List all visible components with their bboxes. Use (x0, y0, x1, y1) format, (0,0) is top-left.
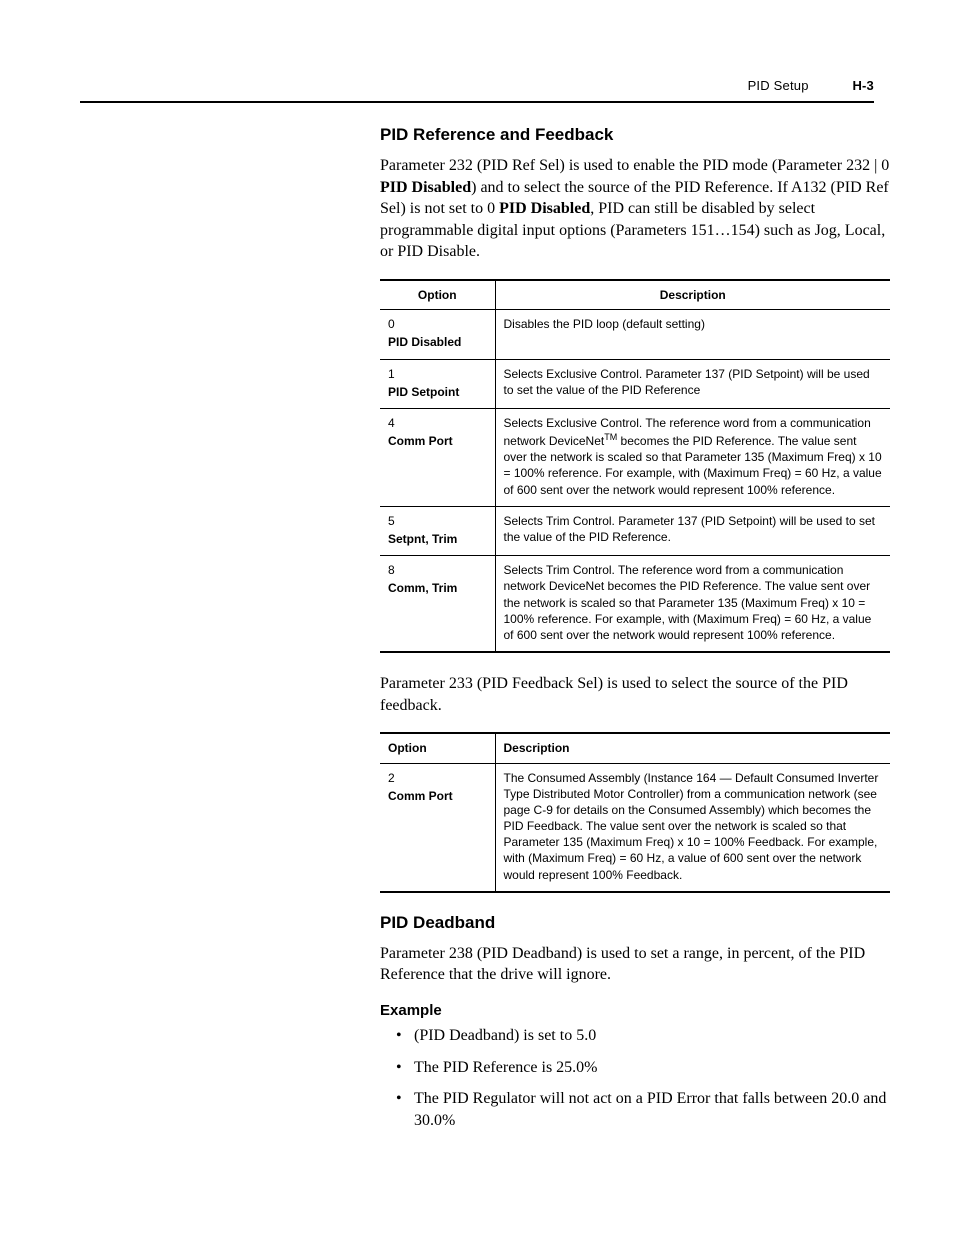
description-cell: Selects Exclusive Control. Parameter 137… (495, 359, 890, 408)
option-cell: 0 PID Disabled (380, 310, 495, 359)
list-item: The PID Regulator will not act on a PID … (388, 1088, 890, 1131)
option-number: 8 (388, 562, 487, 578)
table-row: 1 PID Setpoint Selects Exclusive Control… (380, 359, 890, 408)
option-number: 5 (388, 513, 487, 529)
option-name: PID Disabled (388, 334, 487, 350)
section-heading-pid-deadband: PID Deadband (380, 913, 890, 933)
list-item: (PID Deadband) is set to 5.0 (388, 1025, 890, 1047)
option-number: 2 (388, 770, 487, 786)
option-cell: 2 Comm Port (380, 763, 495, 892)
options-table-2: Option Description 2 Comm Port The Consu… (380, 732, 890, 893)
col-header-option: Option (380, 733, 495, 763)
option-name: PID Setpoint (388, 384, 487, 400)
option-number: 4 (388, 415, 487, 431)
table-row: 2 Comm Port The Consumed Assembly (Insta… (380, 763, 890, 892)
options-table-1: Option Description 0 PID Disabled Disabl… (380, 279, 890, 653)
list-item: The PID Reference is 25.0% (388, 1057, 890, 1079)
example-heading: Example (380, 1002, 890, 1019)
description-cell: Disables the PID loop (default setting) (495, 310, 890, 359)
bold-text: PID Disabled (499, 200, 590, 217)
table-row: 5 Setpnt, Trim Selects Trim Control. Par… (380, 506, 890, 555)
option-name: Comm Port (388, 788, 487, 804)
description-cell: Selects Exclusive Control. The reference… (495, 408, 890, 506)
col-header-description: Description (495, 280, 890, 310)
section-heading-pid-ref: PID Reference and Feedback (380, 125, 890, 145)
col-header-option: Option (380, 280, 495, 310)
option-cell: 8 Comm, Trim (380, 556, 495, 652)
option-cell: 1 PID Setpoint (380, 359, 495, 408)
text: Parameter 232 (PID Ref Sel) is used to e… (380, 157, 889, 174)
table-header-row: Option Description (380, 280, 890, 310)
page-number: H-3 (852, 78, 874, 93)
example-bullet-list: (PID Deadband) is set to 5.0 The PID Ref… (380, 1025, 890, 1131)
option-name: Setpnt, Trim (388, 531, 487, 547)
trademark-superscript: TM (604, 432, 617, 442)
option-name: Comm, Trim (388, 580, 487, 596)
header-rule (80, 101, 874, 103)
table-row: 4 Comm Port Selects Exclusive Control. T… (380, 408, 890, 506)
option-cell: 4 Comm Port (380, 408, 495, 506)
mid-paragraph: Parameter 233 (PID Feedback Sel) is used… (380, 673, 890, 716)
description-cell: Selects Trim Control. The reference word… (495, 556, 890, 652)
option-cell: 5 Setpnt, Trim (380, 506, 495, 555)
description-cell: Selects Trim Control. Parameter 137 (PID… (495, 506, 890, 555)
page: PID Setup H-3 PID Reference and Feedback… (0, 0, 954, 1201)
table-row: 0 PID Disabled Disables the PID loop (de… (380, 310, 890, 359)
description-cell: The Consumed Assembly (Instance 164 — De… (495, 763, 890, 892)
running-header: PID Setup H-3 (80, 78, 874, 101)
option-name: Comm Port (388, 433, 487, 449)
section2-paragraph: Parameter 238 (PID Deadband) is used to … (380, 943, 890, 986)
option-number: 0 (388, 316, 487, 332)
option-number: 1 (388, 366, 487, 382)
col-header-description: Description (495, 733, 890, 763)
bold-text: PID Disabled (380, 179, 471, 196)
table-header-row: Option Description (380, 733, 890, 763)
table-row: 8 Comm, Trim Selects Trim Control. The r… (380, 556, 890, 652)
content-column: PID Reference and Feedback Parameter 232… (380, 125, 890, 1131)
section1-paragraph: Parameter 232 (PID Ref Sel) is used to e… (380, 155, 890, 263)
running-title: PID Setup (748, 78, 809, 93)
